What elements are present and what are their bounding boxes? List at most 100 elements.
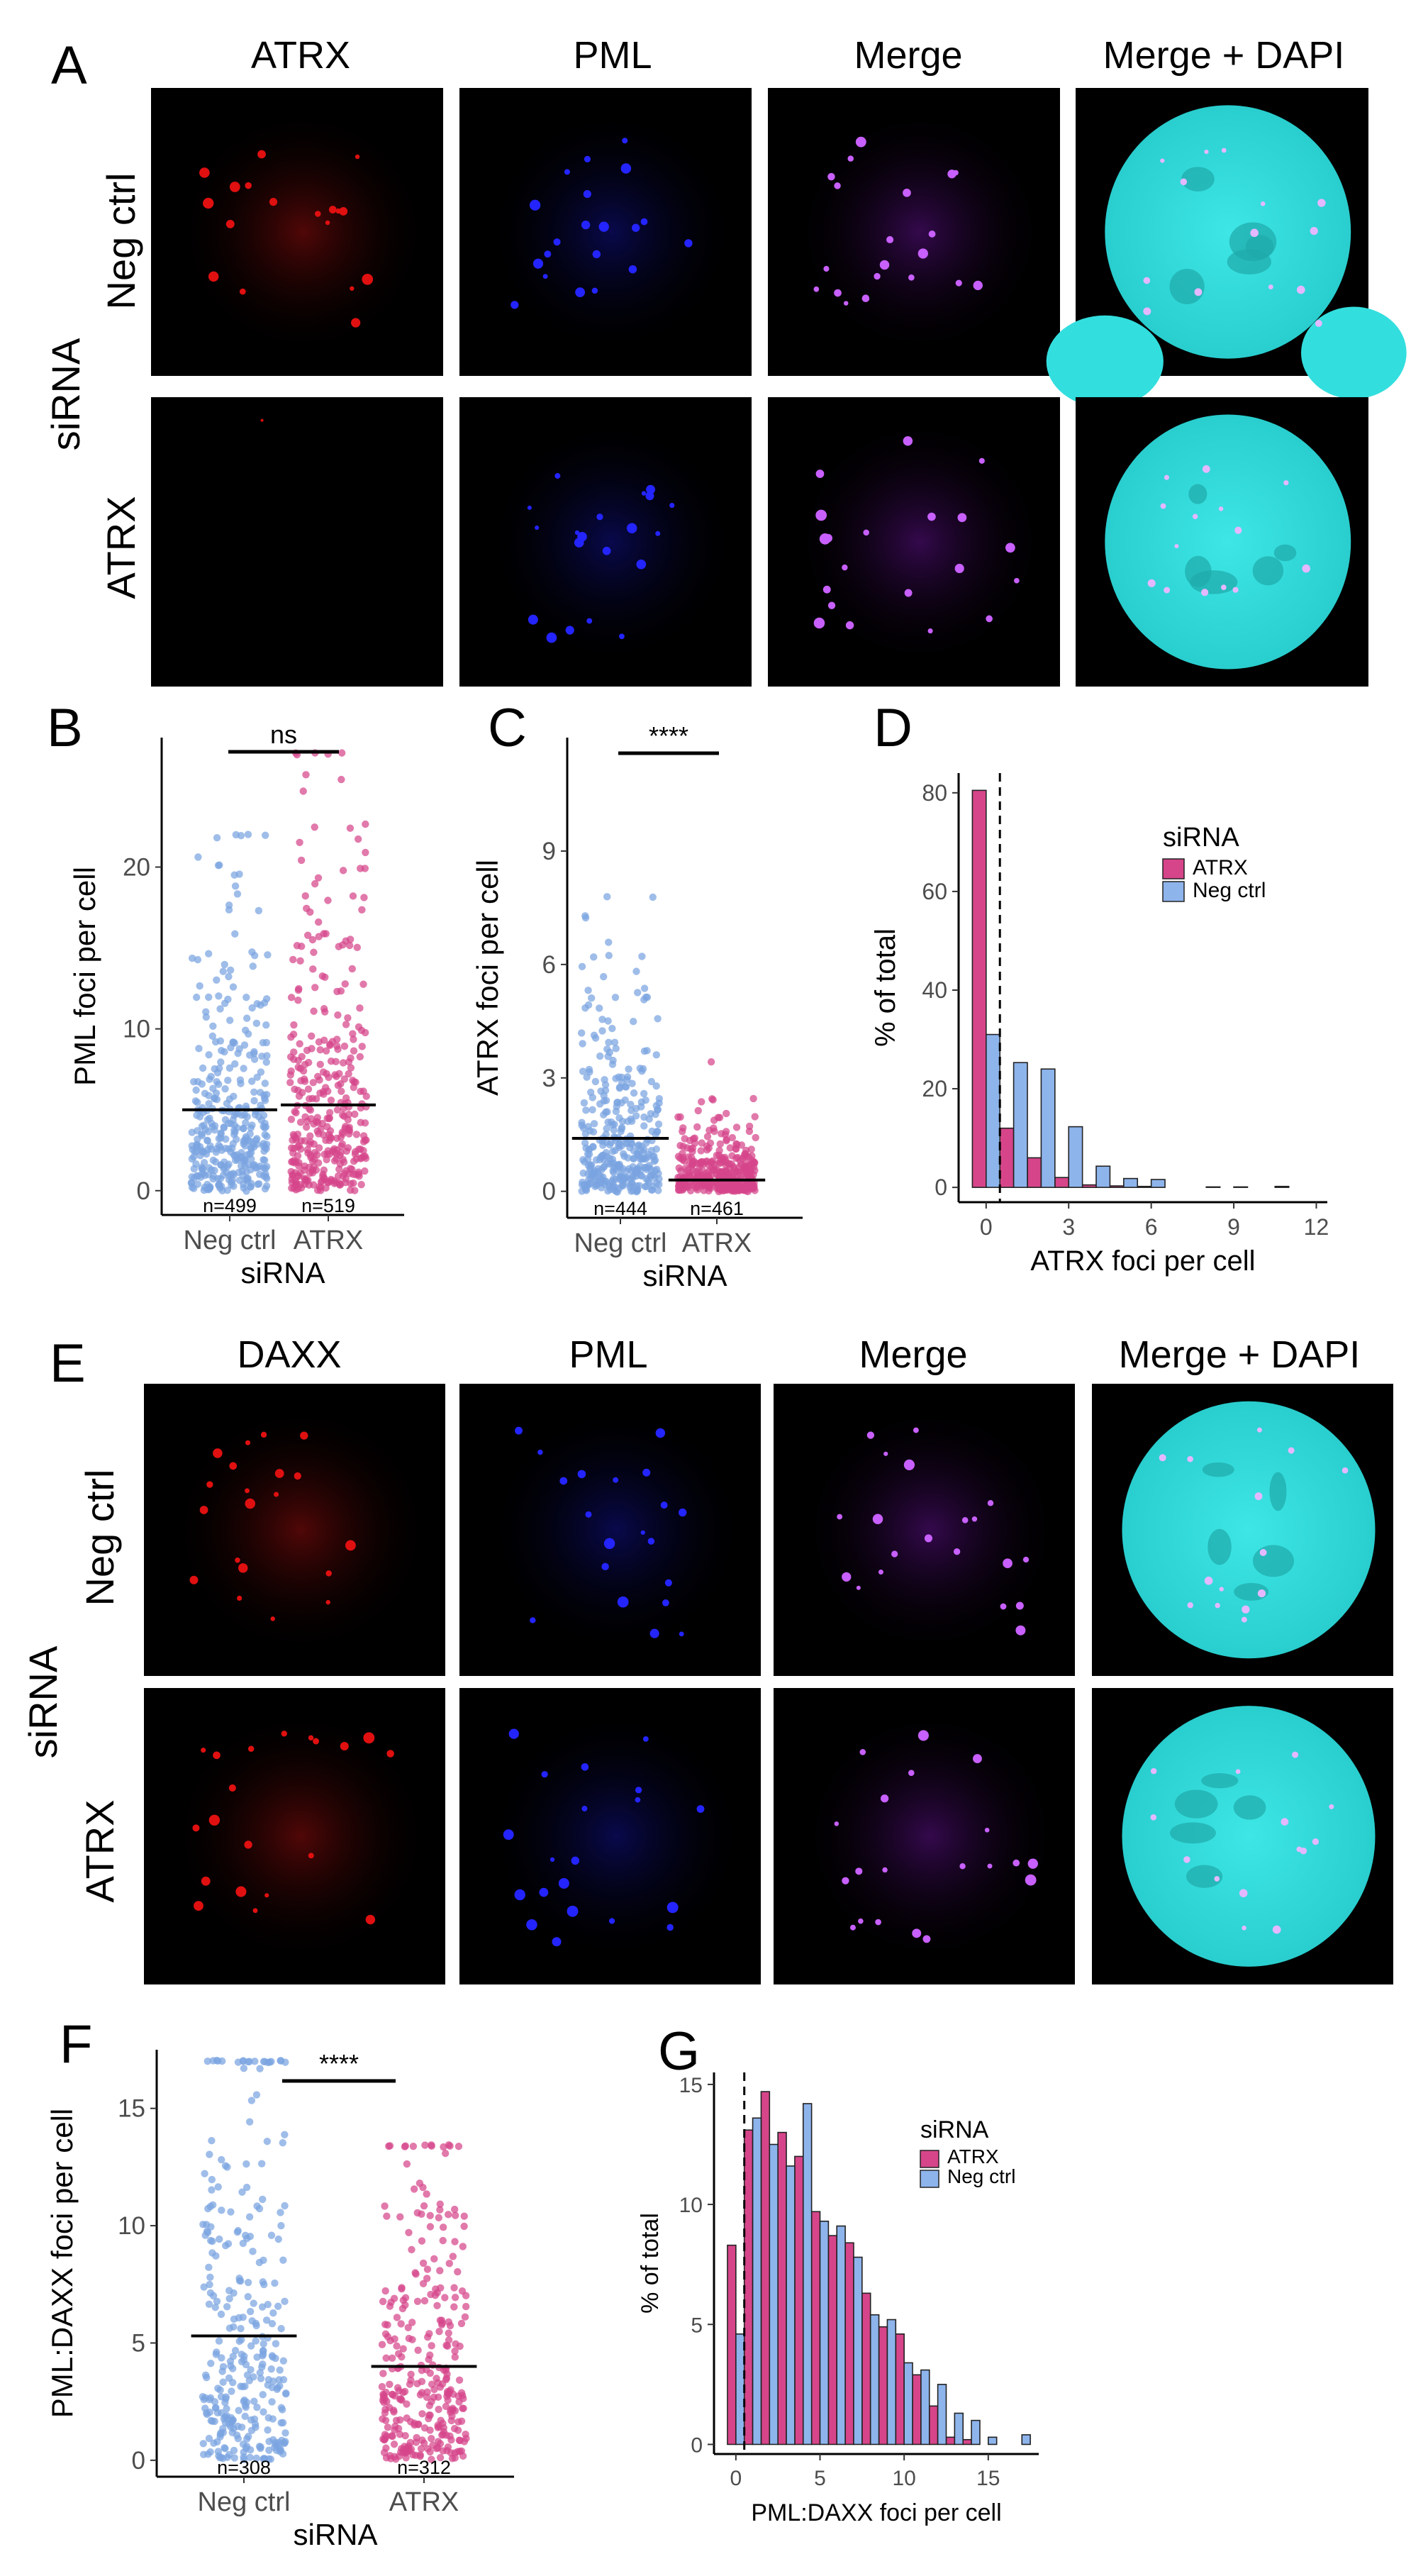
data-point — [612, 1075, 620, 1082]
focus-spot — [849, 1924, 856, 1931]
data-point — [433, 2302, 441, 2309]
data-point — [460, 2222, 468, 2231]
histogram-bar — [988, 2436, 998, 2445]
data-point — [215, 992, 223, 1000]
data-point — [225, 1016, 234, 1024]
focus-spot — [294, 1472, 301, 1480]
data-point — [358, 1043, 366, 1050]
data-point — [399, 2297, 408, 2304]
y-tick-label: 5 — [691, 2314, 703, 2337]
data-point — [201, 2371, 210, 2380]
panel-e-micrograph — [1092, 1688, 1393, 1984]
focus-spot — [813, 617, 825, 629]
panel-a-micrograph — [151, 397, 443, 687]
focus-spot — [635, 1787, 642, 1794]
focus-spot — [642, 1468, 651, 1477]
data-point — [344, 1116, 352, 1123]
data-point — [228, 1144, 236, 1153]
data-point — [440, 2424, 448, 2432]
nucleolus — [1207, 1528, 1232, 1565]
focus-spot — [834, 289, 842, 297]
focus-spot — [592, 250, 601, 259]
data-point — [221, 960, 228, 969]
data-point — [434, 2379, 442, 2387]
panel-a-column-pml: PML — [573, 34, 652, 77]
data-point — [383, 2212, 391, 2220]
data-point — [338, 1087, 345, 1095]
data-point — [205, 1164, 213, 1172]
data-point — [749, 1094, 757, 1103]
focus-spot — [201, 1876, 211, 1886]
focus-spot — [973, 1754, 982, 1763]
focus-spot — [1242, 1926, 1246, 1931]
data-point — [333, 1106, 342, 1114]
data-point — [234, 2226, 242, 2235]
data-point — [260, 2455, 268, 2463]
nucleolus — [1245, 235, 1274, 259]
data-point — [340, 1170, 349, 1177]
data-point — [277, 2221, 285, 2230]
data-point — [258, 1053, 266, 1060]
data-point — [295, 1162, 303, 1170]
data-point — [404, 2324, 412, 2332]
data-point — [250, 2299, 257, 2307]
data-point — [589, 1094, 596, 1101]
data-point — [246, 2307, 255, 2316]
focus-spot — [1218, 506, 1224, 511]
data-point — [294, 1063, 302, 1071]
focus-spot — [827, 601, 836, 609]
data-point — [261, 1097, 269, 1104]
data-point — [271, 2279, 279, 2287]
data-point — [428, 2455, 435, 2463]
data-point — [338, 749, 346, 757]
data-point — [589, 1143, 597, 1151]
data-point — [728, 1152, 736, 1160]
n-count-label: n=444 — [593, 1198, 647, 1219]
data-point — [339, 867, 347, 875]
focus-spot — [636, 559, 647, 570]
data-point — [211, 2304, 219, 2311]
data-point — [388, 2354, 396, 2362]
data-point — [413, 2297, 422, 2305]
focus-spot — [696, 1805, 705, 1813]
data-point — [632, 1112, 640, 1120]
focus-spot — [1260, 201, 1266, 206]
data-point — [325, 1114, 333, 1122]
n-count-label: n=519 — [301, 1195, 355, 1216]
focus-spot — [1204, 150, 1209, 155]
data-point — [618, 1079, 626, 1087]
focus-spot — [281, 1731, 287, 1737]
data-point — [436, 2453, 445, 2462]
histogram-bar — [802, 2103, 813, 2445]
focus-spot — [908, 1770, 915, 1776]
focus-spot — [581, 1806, 588, 1811]
focus-spot — [565, 626, 574, 635]
data-point — [328, 1038, 337, 1045]
data-point — [196, 982, 203, 990]
focus-spot — [1022, 1556, 1030, 1563]
data-point — [428, 2397, 435, 2406]
panel-label-c: C — [488, 698, 527, 758]
data-point — [641, 1182, 649, 1191]
focus-spot — [550, 1857, 555, 1862]
data-point — [272, 2438, 279, 2447]
x-tick-label: ATRX — [294, 1226, 364, 1255]
data-point — [642, 1155, 649, 1163]
data-point — [362, 1092, 370, 1100]
focus-spot — [1174, 543, 1179, 548]
data-point — [296, 957, 304, 965]
data-point — [351, 1148, 359, 1156]
data-point — [269, 2377, 277, 2385]
data-point — [391, 2426, 398, 2434]
histogram-bar — [912, 2374, 922, 2445]
data-point — [654, 1015, 662, 1023]
data-point — [384, 2424, 392, 2431]
data-point — [356, 865, 364, 872]
focus-spot — [953, 1548, 961, 1555]
data-point — [267, 2231, 276, 2239]
data-point — [208, 1032, 216, 1040]
data-point — [632, 967, 640, 975]
focus-spot — [546, 632, 557, 643]
data-point — [231, 882, 240, 890]
